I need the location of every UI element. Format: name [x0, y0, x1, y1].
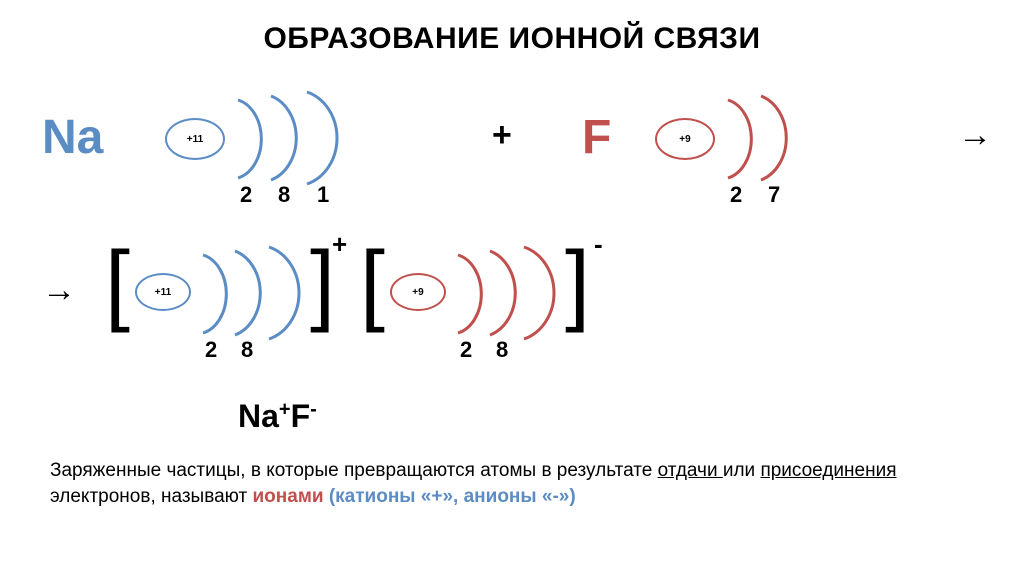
desc-cation-anion-term: (катионы «+», анионы «-») — [329, 486, 576, 507]
sodium-shell-count-2: 8 — [278, 182, 290, 208]
sodium-ion-charge: + — [332, 229, 347, 260]
description-text: Заряженные частицы, в которые превращают… — [50, 458, 974, 509]
sodium-nucleus: +11 — [165, 118, 225, 160]
sodium-ion-bracket-left: [ — [105, 239, 130, 329]
formula-na-charge: + — [279, 398, 291, 420]
reaction-arrow-1: → — [958, 116, 992, 155]
desc-underline-2: присоединения — [760, 460, 896, 481]
desc-underline-1: отдачи — [658, 460, 723, 481]
fluoride-ion-shell-count-1: 2 — [460, 337, 472, 363]
fluorine-atom-diagram: +9 2 7 — [655, 96, 855, 186]
sodium-ion-shell-count-1: 2 — [205, 337, 217, 363]
desc-part-1: Заряженные частицы, в которые превращают… — [50, 460, 658, 481]
sodium-shell-count-3: 1 — [317, 182, 329, 208]
sodium-ion-nucleus: +11 — [135, 273, 191, 311]
plus-operator: + — [492, 116, 512, 155]
sodium-shell-arc-3 — [299, 90, 351, 188]
desc-ions-term: ионами — [252, 486, 328, 507]
fluorine-shell-count-2: 7 — [768, 182, 780, 208]
fluoride-ion-diagram: +9 2 8 — [390, 251, 590, 341]
sodium-ion-shell-arc-3 — [261, 245, 313, 343]
page-title: ОБРАЗОВАНИЕ ИОННОЙ СВЯЗИ — [0, 0, 1024, 56]
fluoride-ion-nucleus: +9 — [390, 273, 446, 311]
equation-row-2: → [ +11 2 8 ] + [ +9 2 8 ] - — [0, 245, 1024, 365]
formula-f-charge: - — [310, 398, 317, 420]
fluorine-shell-arc-2 — [753, 94, 799, 184]
formula-f: F — [291, 398, 311, 434]
fluoride-ion-bracket-left: [ — [360, 239, 385, 329]
fluoride-ion-bracket-right: ] — [565, 239, 590, 329]
fluorine-shell-count-1: 2 — [730, 182, 742, 208]
sodium-atom-diagram: +11 2 8 1 — [165, 96, 365, 186]
sodium-ion-shell-count-2: 8 — [241, 337, 253, 363]
sodium-shell-count-1: 2 — [240, 182, 252, 208]
fluoride-ion-shell-arc-3 — [516, 245, 568, 343]
fluoride-ion-charge: - — [594, 229, 603, 260]
sodium-symbol: Na — [42, 110, 103, 165]
formula-na: Na — [238, 398, 279, 434]
fluorine-symbol: F — [582, 110, 611, 165]
sodium-ion-diagram: +11 2 8 — [135, 251, 335, 341]
desc-part-3: электронов, называют — [50, 486, 252, 507]
desc-part-2: или — [723, 460, 761, 481]
fluoride-ion-shell-count-2: 8 — [496, 337, 508, 363]
fluorine-nucleus: +9 — [655, 118, 715, 160]
product-formula: Na+F- — [238, 398, 317, 435]
reaction-arrow-2: → — [42, 271, 76, 310]
equation-row-1: Na +11 2 8 1 + F +9 2 7 → — [0, 90, 1024, 210]
